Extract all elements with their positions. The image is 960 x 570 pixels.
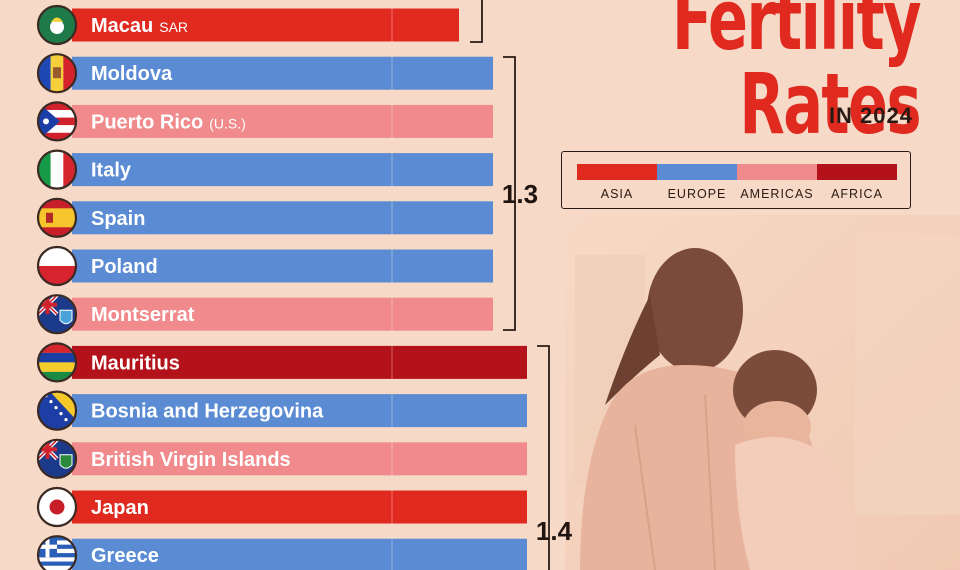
bar-label: Macau SAR	[91, 15, 188, 37]
bar	[72, 201, 493, 235]
montserrat-flag-icon	[36, 294, 78, 335]
region-legend: ASIA EUROPE AMERICAS AFRICA	[561, 151, 911, 209]
chart-title: Fertility Rates	[671, 0, 922, 153]
bracket-1-4: 1.4	[536, 345, 573, 570]
bar-row: Italy	[36, 149, 493, 190]
bar-label: Poland	[91, 256, 158, 278]
legend-swatch-africa	[817, 164, 897, 180]
bar-label: Mauritius	[91, 352, 180, 374]
bar-label: Moldova	[91, 63, 173, 85]
legend-label-africa: AFRICA	[831, 187, 883, 201]
legend-item-americas: AMERICAS	[737, 164, 817, 201]
mauritius-flag-icon	[36, 342, 78, 383]
legend-label-europe: EUROPE	[667, 187, 727, 201]
greece-flag-icon	[36, 535, 78, 570]
japan-flag-icon	[36, 486, 78, 528]
bar-row: Bosnia and Herzegovina	[36, 390, 527, 431]
legend-label-americas: AMERICAS	[740, 187, 814, 201]
bar	[72, 153, 493, 187]
bar-label: Montserrat	[91, 304, 195, 326]
legend-item-asia: ASIA	[577, 164, 657, 201]
group-label: 1.4	[536, 516, 573, 546]
puerto-rico-flag-icon	[36, 101, 78, 142]
legend-swatch-americas	[737, 164, 817, 180]
poland-flag-icon	[36, 245, 78, 287]
italy-flag-icon	[36, 149, 78, 190]
bar	[72, 249, 493, 283]
bar	[72, 442, 527, 476]
group-label: 1.3	[502, 179, 538, 209]
bar	[72, 345, 527, 379]
bar-label: Italy	[91, 160, 132, 182]
bar-label: Japan	[91, 497, 149, 519]
spain-flag-icon	[36, 197, 78, 238]
bar-row: Spain	[36, 197, 493, 238]
bracket-1-3: 1.3	[502, 56, 538, 331]
bar-row: Mauritius	[36, 342, 527, 383]
moldova-flag-icon	[36, 53, 78, 94]
legend-item-africa: AFRICA	[817, 164, 897, 201]
bar-row: Moldova	[36, 53, 493, 94]
bosnia-flag-icon	[36, 390, 78, 431]
bar	[72, 490, 527, 524]
mother-child-photo	[565, 215, 960, 570]
bar	[72, 8, 459, 42]
legend-swatch-europe	[657, 164, 737, 180]
bar	[72, 297, 493, 331]
bar	[72, 538, 527, 570]
bracket-top	[470, 0, 483, 43]
bar-label: British Virgin Islands	[91, 449, 291, 471]
macau-flag-icon	[36, 4, 78, 46]
bar-row: Puerto Rico (U.S.)	[36, 101, 493, 142]
chart-subtitle: IN 2024	[828, 103, 913, 128]
legend-label-asia: ASIA	[600, 187, 634, 201]
bar-row: Greece	[36, 535, 527, 570]
bar	[72, 394, 527, 428]
bar-row: Montserrat	[36, 294, 493, 335]
bar-label: Greece	[91, 545, 159, 567]
bar	[72, 104, 493, 138]
legend-swatch-asia	[577, 164, 657, 180]
bar-label: Puerto Rico (U.S.)	[91, 111, 246, 133]
bar-row: Poland	[36, 245, 493, 287]
bar-row: Japan	[36, 486, 527, 528]
bar	[72, 56, 493, 90]
bar-row: British Virgin Islands	[36, 438, 527, 479]
bar-label: Spain	[91, 208, 145, 230]
bar-row: Macau SAR	[36, 4, 459, 46]
legend-item-europe: EUROPE	[657, 164, 737, 201]
bar-label: Bosnia and Herzegovina	[91, 401, 324, 423]
bvi-flag-icon	[36, 438, 78, 479]
